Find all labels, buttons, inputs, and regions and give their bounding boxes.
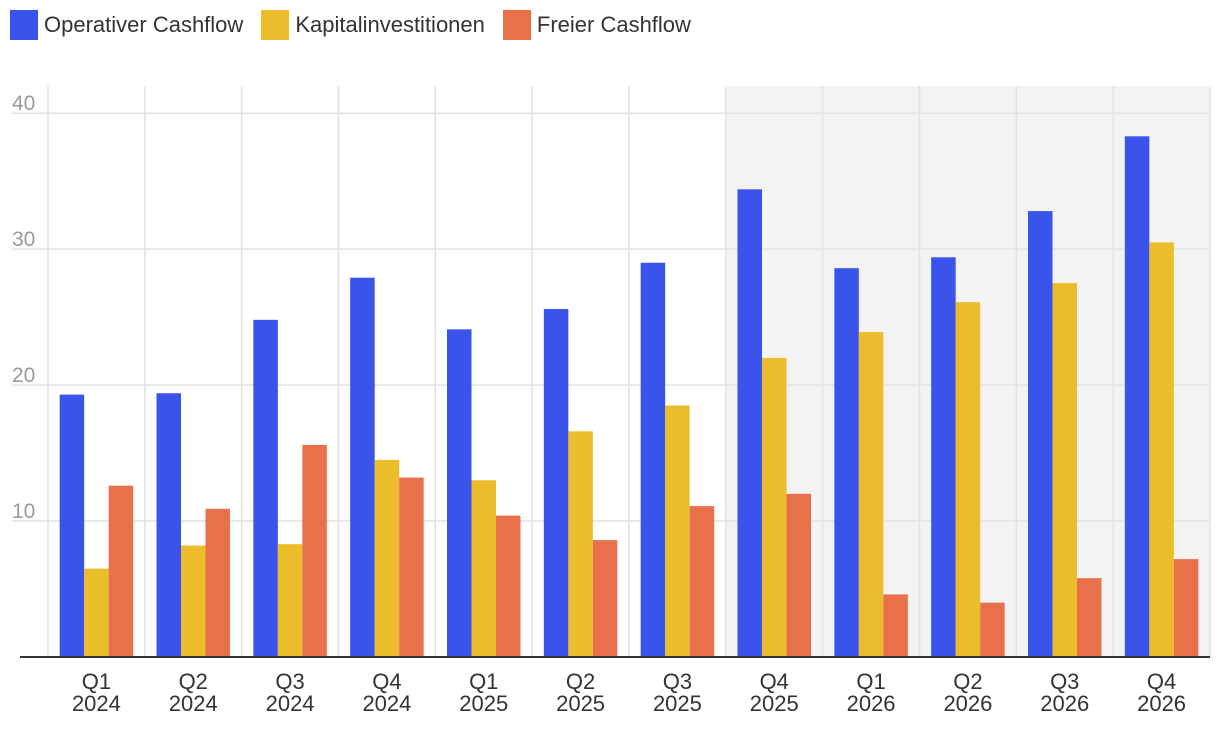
bar-kapitalinvestitionen-4[interactable] (374, 459, 400, 657)
bar-freier-cashflow-11[interactable] (1077, 578, 1102, 657)
bar-operativer-cashflow-8[interactable] (737, 189, 763, 658)
bar-operativer-cashflow-2[interactable] (156, 393, 182, 657)
legend-label-free-cashflow: Freier Cashflow (536, 12, 691, 37)
bar-freier-cashflow-7[interactable] (689, 506, 715, 657)
x-tick-label-year: 2024 (266, 691, 315, 716)
bar-freier-cashflow-3[interactable] (302, 444, 327, 657)
bar-operativer-cashflow-7[interactable] (640, 262, 666, 657)
bar-freier-cashflow-12[interactable] (1173, 559, 1199, 657)
legend-item-free-cashflow[interactable]: Freier Cashflow (502, 10, 691, 40)
legend-swatch-free-cashflow (502, 10, 531, 40)
bar-kapitalinvestitionen-5[interactable] (471, 480, 497, 657)
bar-kapitalinvestitionen-9[interactable] (858, 332, 884, 657)
axis-layer: 10203040Q12024Q22024Q32024Q42024Q12025Q2… (12, 92, 1210, 716)
x-tick-label: Q2 (953, 669, 982, 694)
bar-freier-cashflow-9[interactable] (883, 594, 908, 657)
x-tick-label-year: 2026 (943, 691, 992, 716)
x-tick-label: Q4 (372, 669, 401, 694)
bar-kapitalinvestitionen-10[interactable] (955, 302, 981, 657)
x-tick-label: Q3 (275, 669, 304, 694)
bar-freier-cashflow-4[interactable] (399, 477, 424, 657)
y-tick-label: 20 (12, 364, 35, 387)
x-tick-label: Q3 (1050, 669, 1079, 694)
x-tick-label: Q1 (82, 669, 111, 694)
bar-operativer-cashflow-11[interactable] (1028, 211, 1053, 658)
bar-kapitalinvestitionen-2[interactable] (181, 545, 206, 657)
bar-kapitalinvestitionen-8[interactable] (762, 357, 787, 657)
bars-layer (59, 136, 1199, 658)
bar-operativer-cashflow-4[interactable] (350, 277, 375, 657)
legend-label-capex: Kapitalinvestitionen (295, 12, 485, 37)
bar-freier-cashflow-6[interactable] (592, 540, 618, 657)
x-tick-label-year: 2024 (169, 691, 218, 716)
x-tick-label-year: 2025 (556, 691, 605, 716)
x-tick-label: Q2 (179, 669, 208, 694)
bar-operativer-cashflow-10[interactable] (931, 257, 956, 657)
bar-freier-cashflow-8[interactable] (786, 493, 812, 657)
x-tick-label-year: 2026 (1137, 691, 1186, 716)
bar-kapitalinvestitionen-11[interactable] (1052, 283, 1078, 657)
bar-operativer-cashflow-9[interactable] (834, 268, 859, 657)
bar-kapitalinvestitionen-12[interactable] (1149, 242, 1174, 657)
legend-label-operating-cashflow: Operativer Cashflow (44, 12, 244, 37)
legend-swatch-capex (261, 10, 290, 40)
bar-operativer-cashflow-12[interactable] (1124, 136, 1150, 658)
x-tick-label-year: 2025 (459, 691, 508, 716)
x-tick-label-year: 2026 (847, 691, 896, 716)
x-tick-label: Q3 (663, 669, 692, 694)
legend-swatch-operating-cashflow (10, 10, 38, 40)
x-tick-label: Q1 (469, 669, 498, 694)
legend-item-operating-cashflow[interactable]: Operativer Cashflow (10, 10, 243, 40)
bar-freier-cashflow-5[interactable] (496, 515, 521, 657)
x-tick-label-year: 2024 (362, 691, 411, 716)
x-tick-label: Q1 (856, 669, 885, 694)
x-tick-label-year: 2024 (72, 691, 121, 716)
legend-item-capex[interactable]: Kapitalinvestitionen (261, 10, 485, 40)
y-tick-label: 30 (12, 228, 35, 251)
x-tick-label: Q4 (1147, 669, 1176, 694)
bar-freier-cashflow-2[interactable] (205, 508, 231, 657)
x-tick-label-year: 2026 (1040, 691, 1089, 716)
bar-operativer-cashflow-5[interactable] (447, 329, 472, 657)
y-tick-label: 40 (12, 92, 35, 115)
grid-layer (12, 86, 1211, 657)
x-tick-label-year: 2025 (750, 691, 799, 716)
bar-kapitalinvestitionen-1[interactable] (84, 568, 109, 657)
bar-kapitalinvestitionen-6[interactable] (568, 431, 593, 657)
x-tick-label-year: 2025 (653, 691, 702, 716)
bar-operativer-cashflow-1[interactable] (59, 394, 85, 657)
bar-kapitalinvestitionen-7[interactable] (665, 405, 690, 657)
bar-freier-cashflow-1[interactable] (108, 485, 134, 657)
bar-kapitalinvestitionen-3[interactable] (277, 544, 303, 657)
bar-operativer-cashflow-3[interactable] (253, 319, 278, 657)
legend: Operativer Cashflow Kapitalinvestitionen… (10, 8, 709, 42)
x-tick-label: Q2 (566, 669, 595, 694)
bar-freier-cashflow-10[interactable] (980, 602, 1005, 657)
x-tick-label: Q4 (760, 669, 789, 694)
y-tick-label: 10 (12, 500, 35, 523)
bar-operativer-cashflow-6[interactable] (543, 308, 569, 657)
